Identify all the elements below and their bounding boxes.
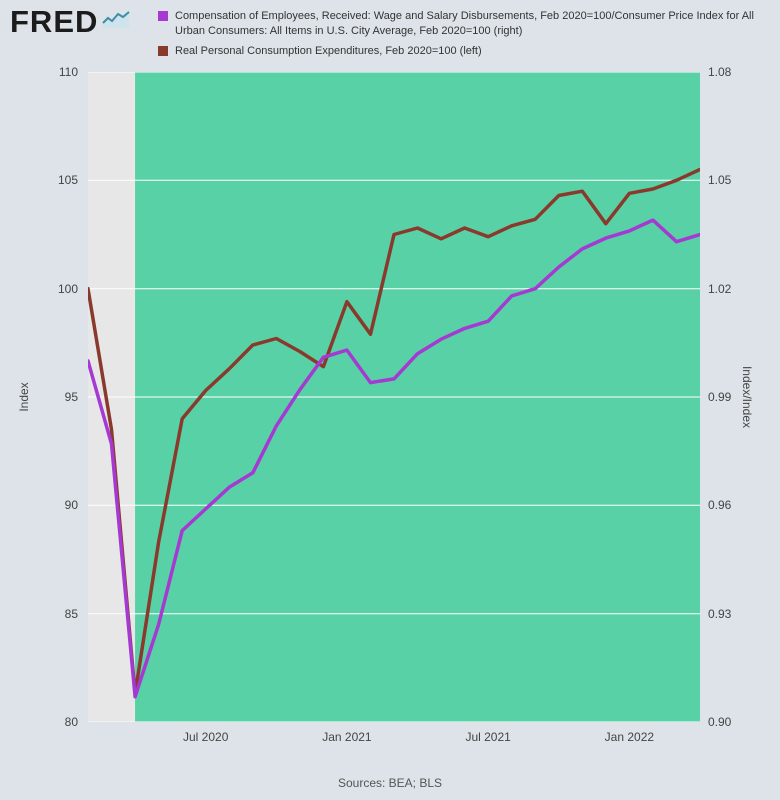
right-axis-tick: 0.99 (708, 390, 732, 404)
x-axis-ticks: Jul 2020 Jan 2021 Jul 2021 Jan 2022 (88, 726, 700, 744)
legend-item[interactable]: Compensation of Employees, Received: Wag… (158, 9, 754, 39)
legend-item[interactable]: Real Personal Consumption Expenditures, … (158, 44, 754, 59)
right-axis-tick: 1.05 (708, 173, 732, 188)
right-axis-tick: 1.08 (708, 65, 732, 79)
right-axis-tick: 0.93 (708, 606, 732, 621)
left-axis-tick: 100 (57, 281, 78, 296)
left-axis-ticks: 80 85 90 95 100 105 110 (34, 65, 80, 729)
left-axis-title: Index (17, 382, 31, 412)
left-axis-tick: 80 (64, 715, 78, 729)
left-axis-tick: 105 (57, 173, 78, 188)
left-axis-tick: 85 (64, 606, 78, 621)
plot-area[interactable] (88, 72, 700, 722)
right-axis-tick: 0.96 (708, 498, 732, 513)
fred-logo-text: FRED (10, 4, 99, 39)
source-note: Sources: BEA; BLS (337, 776, 443, 790)
legend: Compensation of Employees, Received: Wag… (158, 9, 754, 59)
line-chart-icon (102, 11, 131, 28)
x-axis-tick: Jan 2021 (322, 730, 372, 744)
series-line-right[interactable] (88, 218, 700, 699)
left-axis-tick: 90 (64, 498, 78, 513)
right-axis-ticks: 0.90 0.93 0.96 0.99 1.02 1.05 1.08 (706, 65, 766, 729)
fred-logo[interactable]: FRED (10, 6, 131, 37)
x-axis-tick: Jul 2021 (465, 730, 511, 744)
series-line-left[interactable] (88, 167, 700, 696)
right-axis-tick: 1.02 (708, 281, 732, 296)
legend-swatch-icon (158, 45, 168, 56)
x-axis-tick: Jul 2020 (183, 730, 229, 744)
legend-label: Real Personal Consumption Expenditures, … (175, 44, 482, 57)
left-axis-tick: 95 (64, 390, 78, 404)
x-axis-tick: Jan 2022 (604, 730, 655, 744)
legend-label: Compensation of Employees, Received: Wag… (175, 10, 754, 37)
right-axis-tick: 0.90 (708, 715, 732, 729)
left-axis-tick: 110 (58, 65, 78, 79)
legend-swatch-icon (158, 11, 168, 21)
